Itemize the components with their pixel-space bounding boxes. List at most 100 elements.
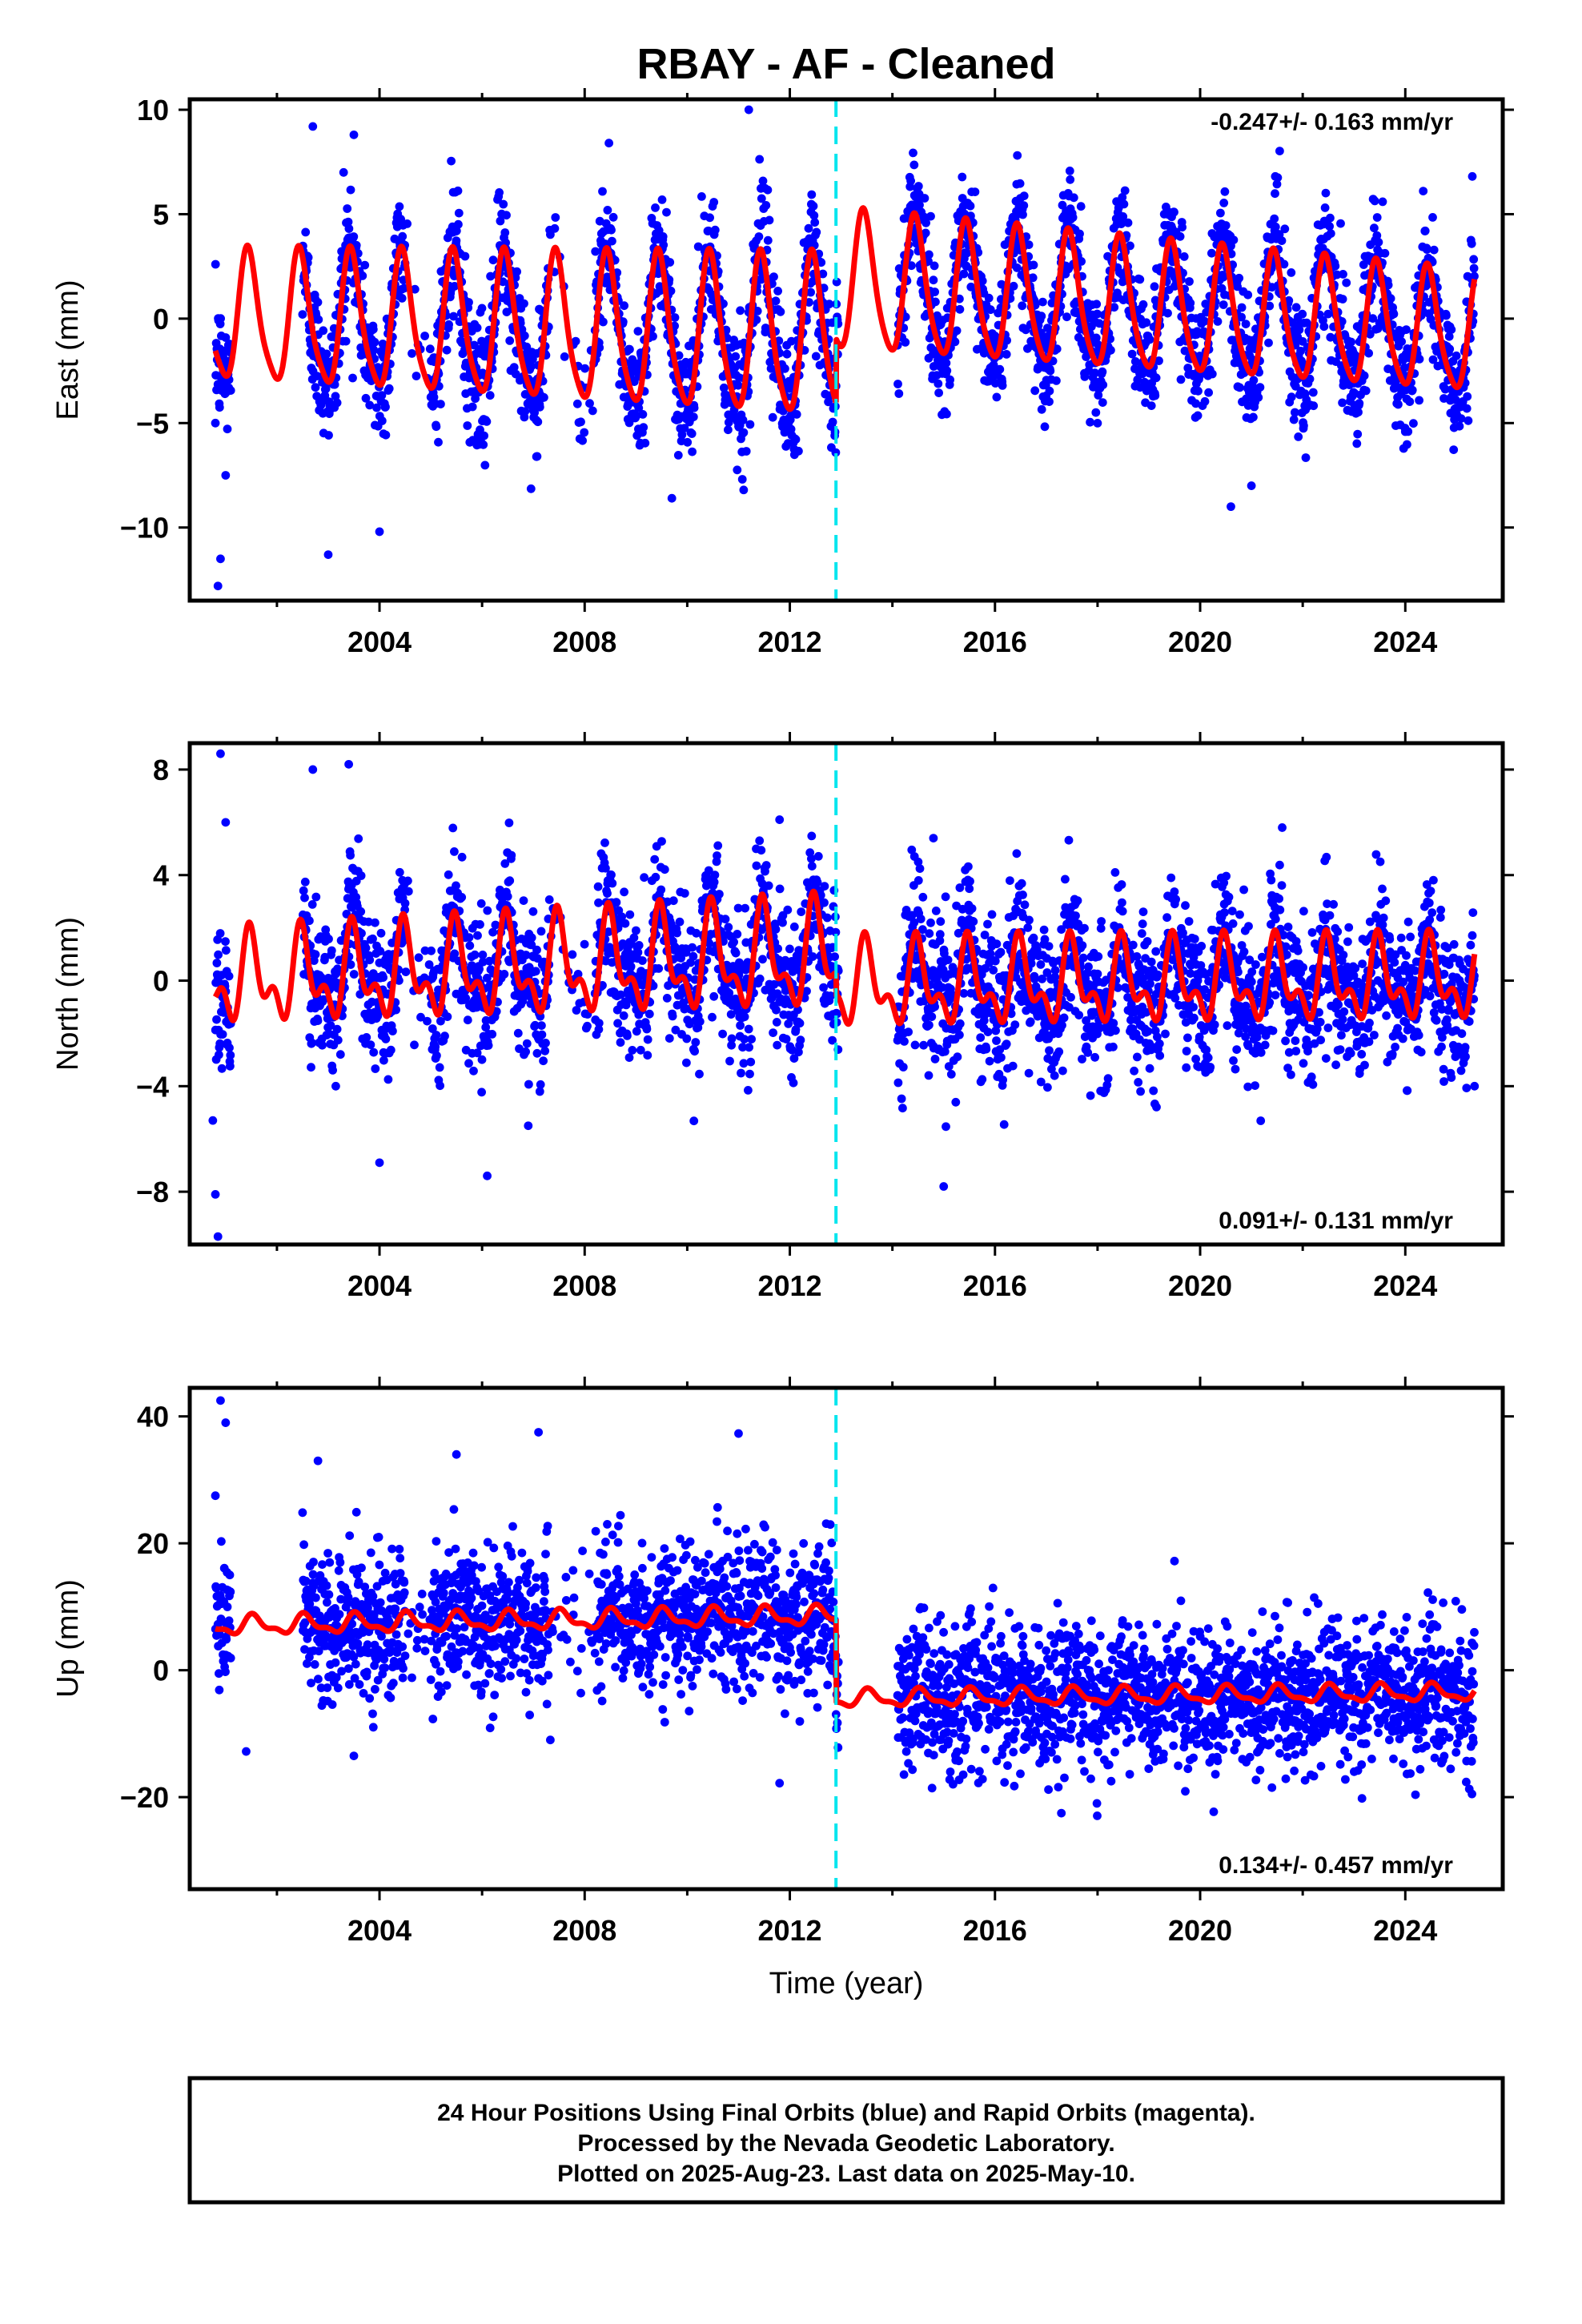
east-outlier-point	[744, 105, 753, 115]
east-outlier-point	[375, 527, 384, 537]
north-data-point	[465, 941, 475, 951]
north-data-point	[532, 1048, 542, 1058]
north-data-point	[731, 948, 741, 958]
east-data-point	[453, 186, 463, 195]
east-data-point	[1469, 263, 1479, 273]
east-data-point	[540, 392, 548, 402]
east-data-point	[1347, 337, 1355, 347]
north-data-point	[656, 885, 666, 895]
east-data-point	[1176, 375, 1186, 384]
north-data-point	[612, 898, 621, 907]
east-data-point	[1002, 350, 1011, 359]
east-data-point	[360, 260, 370, 270]
north-data-point	[544, 895, 554, 904]
east-data-point	[1175, 231, 1185, 241]
north-data-point	[388, 1027, 397, 1035]
north-data-point	[217, 1063, 227, 1073]
east-data-point	[479, 440, 488, 449]
north-data-point	[927, 1012, 937, 1021]
east-data-point	[1092, 300, 1102, 309]
east-data-point	[955, 304, 965, 314]
north-data-point	[830, 952, 839, 961]
north-data-point	[985, 1056, 994, 1066]
east-data-point	[792, 410, 801, 419]
east-data-point	[709, 198, 719, 207]
east-data-point	[1428, 213, 1437, 222]
east-data-point	[804, 223, 813, 233]
east-data-point	[550, 223, 560, 233]
north-data-point	[478, 951, 488, 959]
north-data-point	[669, 896, 678, 906]
east-data-point	[303, 253, 313, 262]
east-data-point	[763, 235, 773, 245]
figure-title: RBAY - AF - Cleaned	[636, 40, 1055, 88]
east-data-point	[921, 218, 930, 227]
north-data-point	[488, 927, 497, 937]
east-data-point	[471, 394, 480, 404]
east-data-point	[1319, 322, 1329, 332]
north-data-point	[326, 1021, 335, 1030]
east-data-point	[598, 187, 607, 196]
east-data-point	[221, 333, 231, 342]
east-data-point	[1374, 238, 1383, 247]
east-data-point	[1110, 303, 1119, 312]
north-data-point	[541, 1039, 550, 1047]
east-data-point	[1207, 248, 1216, 258]
east-data-point	[1462, 404, 1472, 413]
east-data-point	[1024, 240, 1034, 249]
north-data-point	[332, 1024, 342, 1034]
east-data-point	[1243, 290, 1253, 300]
east-data-point	[639, 423, 648, 432]
north-data-point	[524, 1080, 533, 1089]
east-outlier-point	[1247, 481, 1256, 490]
east-data-point	[377, 416, 387, 425]
east-outlier-point	[216, 554, 225, 564]
north-data-point	[807, 862, 817, 870]
east-data-point	[634, 404, 644, 412]
east-data-point	[1469, 255, 1479, 264]
north-data-point	[795, 1019, 805, 1028]
east-data-point	[761, 201, 771, 210]
north-data-point	[333, 1035, 343, 1045]
east-data-point	[1301, 453, 1311, 462]
north-data-point	[594, 1019, 604, 1027]
north-data-point	[503, 892, 512, 901]
north-data-point	[307, 1063, 315, 1072]
east-data-point	[1380, 248, 1390, 258]
east-y-tick-label: −5	[136, 407, 169, 440]
north-data-point	[375, 947, 385, 956]
north-data-point	[764, 881, 773, 891]
east-data-point	[1150, 282, 1159, 292]
east-data-point	[344, 224, 354, 233]
north-data-point	[919, 1040, 928, 1050]
east-data-point	[1273, 173, 1283, 183]
north-data-point	[469, 1066, 478, 1076]
east-data-point	[535, 402, 544, 412]
east-data-point	[1030, 386, 1040, 396]
east-data-point	[901, 338, 910, 347]
north-data-point	[215, 929, 225, 938]
north-data-point	[400, 899, 410, 908]
east-data-point	[773, 287, 782, 296]
east-data-point	[608, 212, 618, 222]
north-data-point	[946, 1070, 956, 1079]
east-data-point	[952, 326, 962, 336]
east-data-point	[1294, 432, 1303, 441]
north-data-point	[715, 890, 724, 899]
north-data-point	[224, 971, 234, 981]
north-data-point	[643, 1051, 652, 1060]
north-data-point	[505, 876, 515, 886]
east-data-point	[934, 388, 943, 397]
east-data-point	[1386, 294, 1395, 304]
north-data-point	[521, 1047, 530, 1056]
east-data-point	[608, 236, 616, 246]
east-data-point	[689, 412, 698, 421]
east-data-point	[512, 267, 521, 276]
east-data-point	[1106, 345, 1115, 355]
east-data-point	[436, 400, 445, 408]
north-data-point	[311, 950, 320, 959]
north-data-point	[427, 946, 436, 955]
north-data-point	[608, 879, 617, 888]
east-data-point	[1271, 189, 1279, 199]
east-data-point	[486, 271, 495, 281]
